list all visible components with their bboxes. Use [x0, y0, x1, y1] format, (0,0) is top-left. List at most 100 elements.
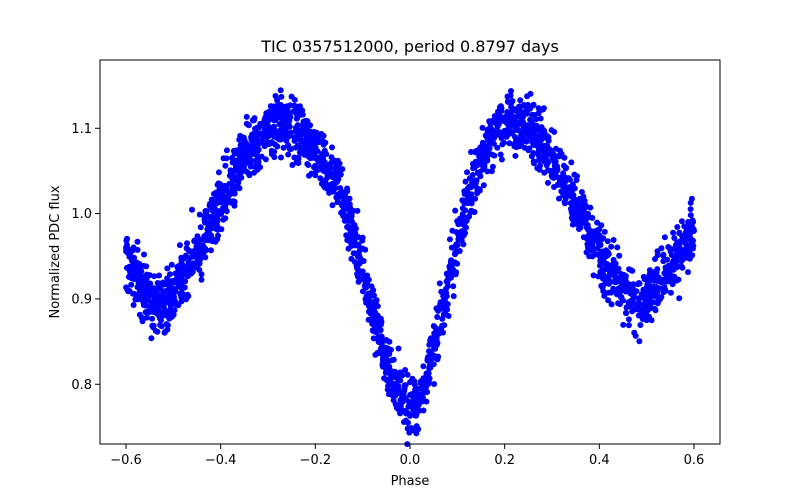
- data-point: [469, 172, 476, 178]
- data-point: [601, 292, 608, 299]
- data-point: [208, 247, 214, 254]
- data-point: [196, 211, 203, 218]
- y-tick-label: 1.1: [71, 122, 92, 137]
- data-point: [453, 229, 460, 236]
- data-point: [398, 406, 405, 413]
- data-point: [383, 366, 390, 373]
- data-point: [550, 173, 557, 179]
- data-point: [169, 308, 176, 315]
- data-point: [395, 383, 402, 390]
- x-tick-label: −0.4: [205, 453, 237, 468]
- data-point: [210, 201, 217, 207]
- data-point: [285, 151, 292, 158]
- data-point: [205, 229, 212, 236]
- data-point: [488, 168, 495, 175]
- data-point: [314, 167, 321, 174]
- data-point: [476, 153, 483, 160]
- data-point: [589, 236, 596, 243]
- data-point: [527, 125, 533, 132]
- data-point: [306, 172, 312, 179]
- data-point: [450, 283, 457, 290]
- data-point: [608, 289, 615, 296]
- data-point: [299, 111, 306, 118]
- data-point: [401, 382, 408, 389]
- data-point: [315, 136, 322, 143]
- data-point: [268, 151, 275, 157]
- data-point: [250, 116, 257, 123]
- data-point: [527, 90, 534, 97]
- data-point: [320, 132, 327, 139]
- data-point: [432, 324, 439, 331]
- data-point: [489, 133, 496, 140]
- data-point: [365, 294, 371, 301]
- data-point: [527, 117, 534, 124]
- data-point: [194, 245, 201, 252]
- data-point: [346, 195, 353, 202]
- data-point: [222, 197, 229, 204]
- data-point: [277, 87, 284, 94]
- data-point: [168, 261, 175, 268]
- data-point: [182, 252, 189, 259]
- data-point: [134, 246, 141, 253]
- data-point: [489, 163, 496, 170]
- data-point: [215, 169, 222, 176]
- data-point: [402, 367, 409, 373]
- data-point: [531, 160, 537, 167]
- data-point: [387, 371, 394, 378]
- data-point: [200, 242, 207, 249]
- data-point: [632, 332, 639, 339]
- data-point: [198, 276, 205, 283]
- data-point: [590, 272, 597, 279]
- data-point: [535, 110, 542, 116]
- data-point: [670, 229, 677, 236]
- data-point: [446, 236, 453, 243]
- data-point: [583, 249, 590, 256]
- data-point: [630, 281, 637, 288]
- data-point: [637, 322, 644, 328]
- y-axis-ticks: 0.8 0.9 1.0 1.1: [71, 122, 100, 393]
- data-point: [370, 321, 377, 328]
- data-point: [653, 273, 660, 279]
- data-point: [280, 144, 287, 151]
- data-point: [392, 392, 399, 399]
- data-point: [227, 167, 234, 174]
- data-point: [347, 204, 354, 211]
- data-point: [541, 151, 548, 158]
- scatter-points: [123, 87, 697, 448]
- data-point: [293, 159, 300, 166]
- data-point: [229, 159, 236, 166]
- data-point: [294, 132, 300, 139]
- data-point: [339, 194, 346, 201]
- data-point: [354, 253, 361, 260]
- data-point: [146, 293, 153, 300]
- data-point: [666, 273, 673, 279]
- data-point: [566, 184, 573, 191]
- data-point: [587, 204, 594, 211]
- data-point: [568, 159, 575, 166]
- data-point: [176, 242, 183, 249]
- data-point: [329, 202, 336, 209]
- data-point: [599, 275, 606, 282]
- data-point: [263, 130, 270, 137]
- data-point: [463, 196, 470, 203]
- data-point: [635, 300, 642, 307]
- data-point: [238, 174, 245, 181]
- data-point: [554, 181, 561, 188]
- data-point: [484, 168, 491, 175]
- data-point: [306, 149, 313, 156]
- data-point: [468, 149, 474, 155]
- data-point: [614, 291, 620, 298]
- data-point: [448, 263, 455, 270]
- data-point: [469, 160, 476, 167]
- x-tick-label: 0.6: [684, 453, 705, 468]
- data-point: [305, 129, 312, 136]
- data-point: [636, 305, 643, 312]
- data-point: [296, 149, 303, 156]
- data-point: [636, 338, 643, 345]
- data-point: [150, 324, 157, 331]
- data-point: [535, 105, 542, 112]
- data-point: [278, 93, 285, 100]
- data-point: [404, 371, 411, 378]
- data-point: [404, 425, 411, 432]
